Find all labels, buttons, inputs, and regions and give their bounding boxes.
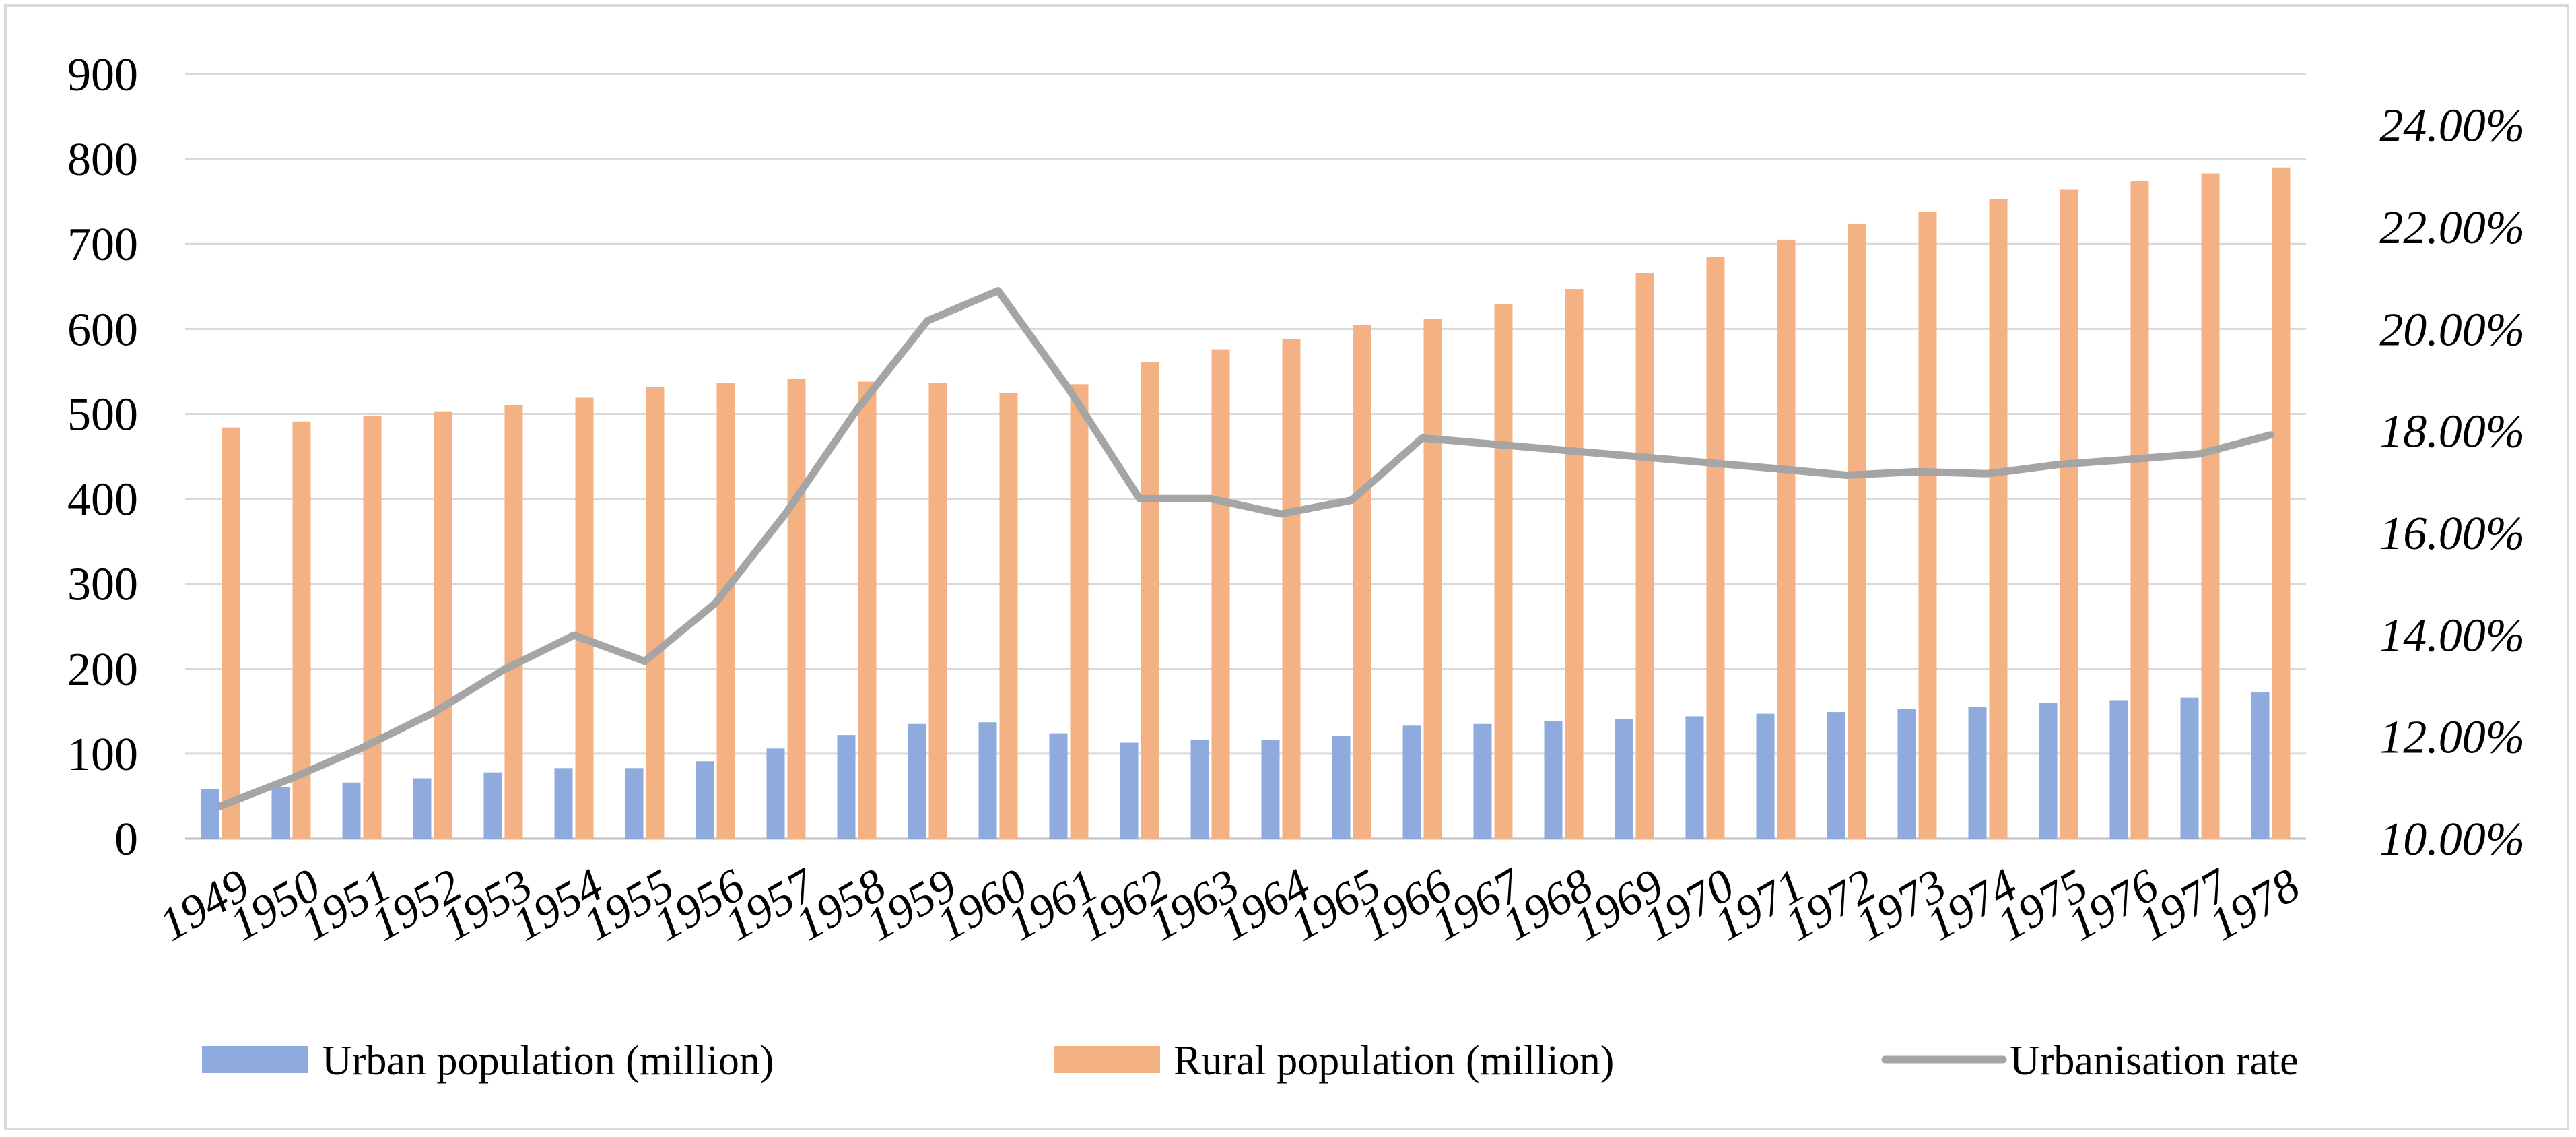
urban-bar: [978, 722, 997, 839]
urban-bar: [1402, 725, 1421, 839]
urban-bar: [413, 778, 432, 839]
rural-bar: [1918, 212, 1937, 839]
rural-bar: [1989, 199, 2008, 839]
urbanisation-rate-line: [217, 287, 2274, 810]
urban-bar: [342, 782, 361, 839]
rural-bar: [1282, 339, 1301, 839]
urban-bar: [1827, 712, 1845, 839]
urban-bar: [1120, 742, 1139, 839]
left-tick-label: 600: [67, 304, 138, 356]
left-axis-ticks: 0 100 200 300 400 500 600 700 800 900: [67, 49, 138, 866]
rural-bar: [2130, 181, 2149, 839]
urban-bar: [201, 789, 219, 839]
rural-bar: [787, 379, 806, 839]
rural-bar: [1494, 304, 1513, 839]
urban-bar: [1968, 707, 1987, 839]
urban-bar: [2039, 703, 2058, 839]
rural-bar: [1211, 349, 1230, 839]
rural-bar: [1777, 239, 1796, 839]
urban-bar: [696, 761, 714, 839]
rural-bar: [1353, 325, 1371, 839]
right-tick-label: 18.00%: [2379, 406, 2525, 458]
right-tick-label: 10.00%: [2379, 814, 2525, 866]
legend-swatch-urban: [202, 1046, 308, 1073]
legend-swatch-rural: [1054, 1046, 1160, 1073]
rural-bar: [2272, 167, 2291, 839]
urban-bar: [625, 768, 644, 839]
rural-bar: [716, 383, 735, 839]
rural-bar: [1141, 362, 1159, 839]
rural-bar: [1706, 257, 1725, 839]
urban-bar: [837, 735, 856, 839]
urban-bar: [1897, 709, 1916, 839]
urban-bar: [1756, 713, 1775, 839]
rural-bar: [646, 387, 665, 839]
urban-bar: [766, 748, 785, 839]
rural-bar: [1565, 289, 1584, 839]
rural-bar: [222, 427, 240, 839]
right-tick-label: 20.00%: [2379, 304, 2525, 356]
left-tick-label: 300: [67, 559, 138, 611]
urban-bar: [2251, 692, 2270, 839]
rural-bar: [363, 415, 382, 839]
left-tick-label: 500: [67, 389, 138, 441]
rural-bar: [1423, 319, 1442, 839]
rural-bar: [928, 383, 947, 839]
rural-bar: [575, 397, 594, 839]
rural-bar: [858, 381, 877, 839]
urban-bar: [554, 768, 573, 839]
line-layer: [217, 287, 2274, 810]
urban-bar: [483, 772, 502, 839]
urban-bar: [2180, 697, 2199, 839]
urban-bar: [1615, 719, 1633, 839]
urban-bar: [1685, 716, 1704, 839]
left-tick-label: 400: [67, 474, 138, 526]
left-tick-label: 700: [67, 219, 138, 271]
left-tick-label: 900: [67, 49, 138, 101]
right-tick-label: 14.00%: [2379, 610, 2525, 661]
rural-bar: [1070, 384, 1089, 839]
legend: Urban population (million) Rural populati…: [202, 1038, 2299, 1084]
left-tick-label: 100: [67, 729, 138, 781]
urban-bar: [1332, 736, 1351, 839]
left-tick-label: 200: [67, 644, 138, 696]
gridlines: [185, 73, 2306, 840]
legend-label-rate: Urbanisation rate: [2010, 1038, 2299, 1084]
bars-layer: [201, 167, 2291, 839]
rural-bar: [504, 405, 523, 839]
urban-bar: [271, 787, 290, 839]
legend-label-urban: Urban population (million): [322, 1038, 774, 1084]
rural-bar: [2201, 173, 2220, 839]
left-tick-label: 0: [114, 814, 138, 866]
urban-bar: [1049, 733, 1068, 839]
urban-bar: [1473, 723, 1492, 839]
right-tick-label: 24.00%: [2379, 100, 2525, 152]
right-axis-ticks: 10.00% 12.00% 14.00% 16.00% 18.00% 20.00% 22.0…: [2379, 100, 2525, 866]
x-axis-ticks: 1949195019511952195319541955195619571958…: [151, 858, 2309, 951]
rural-bar: [2060, 189, 2078, 839]
legend-label-rural: Rural population (million): [1174, 1038, 1614, 1084]
rural-bar: [1635, 273, 1654, 839]
right-tick-label: 12.00%: [2379, 712, 2525, 764]
right-tick-label: 22.00%: [2379, 202, 2525, 254]
right-tick-label: 16.00%: [2379, 508, 2525, 560]
urban-bar: [2109, 700, 2128, 839]
urban-bar: [1261, 740, 1280, 839]
left-tick-label: 800: [67, 134, 138, 186]
urban-bar: [1190, 740, 1209, 839]
rural-bar: [999, 392, 1018, 839]
rural-bar: [1848, 223, 1866, 839]
urban-bar: [1544, 721, 1563, 839]
urban-bar: [908, 723, 926, 839]
rural-bar: [434, 411, 452, 839]
